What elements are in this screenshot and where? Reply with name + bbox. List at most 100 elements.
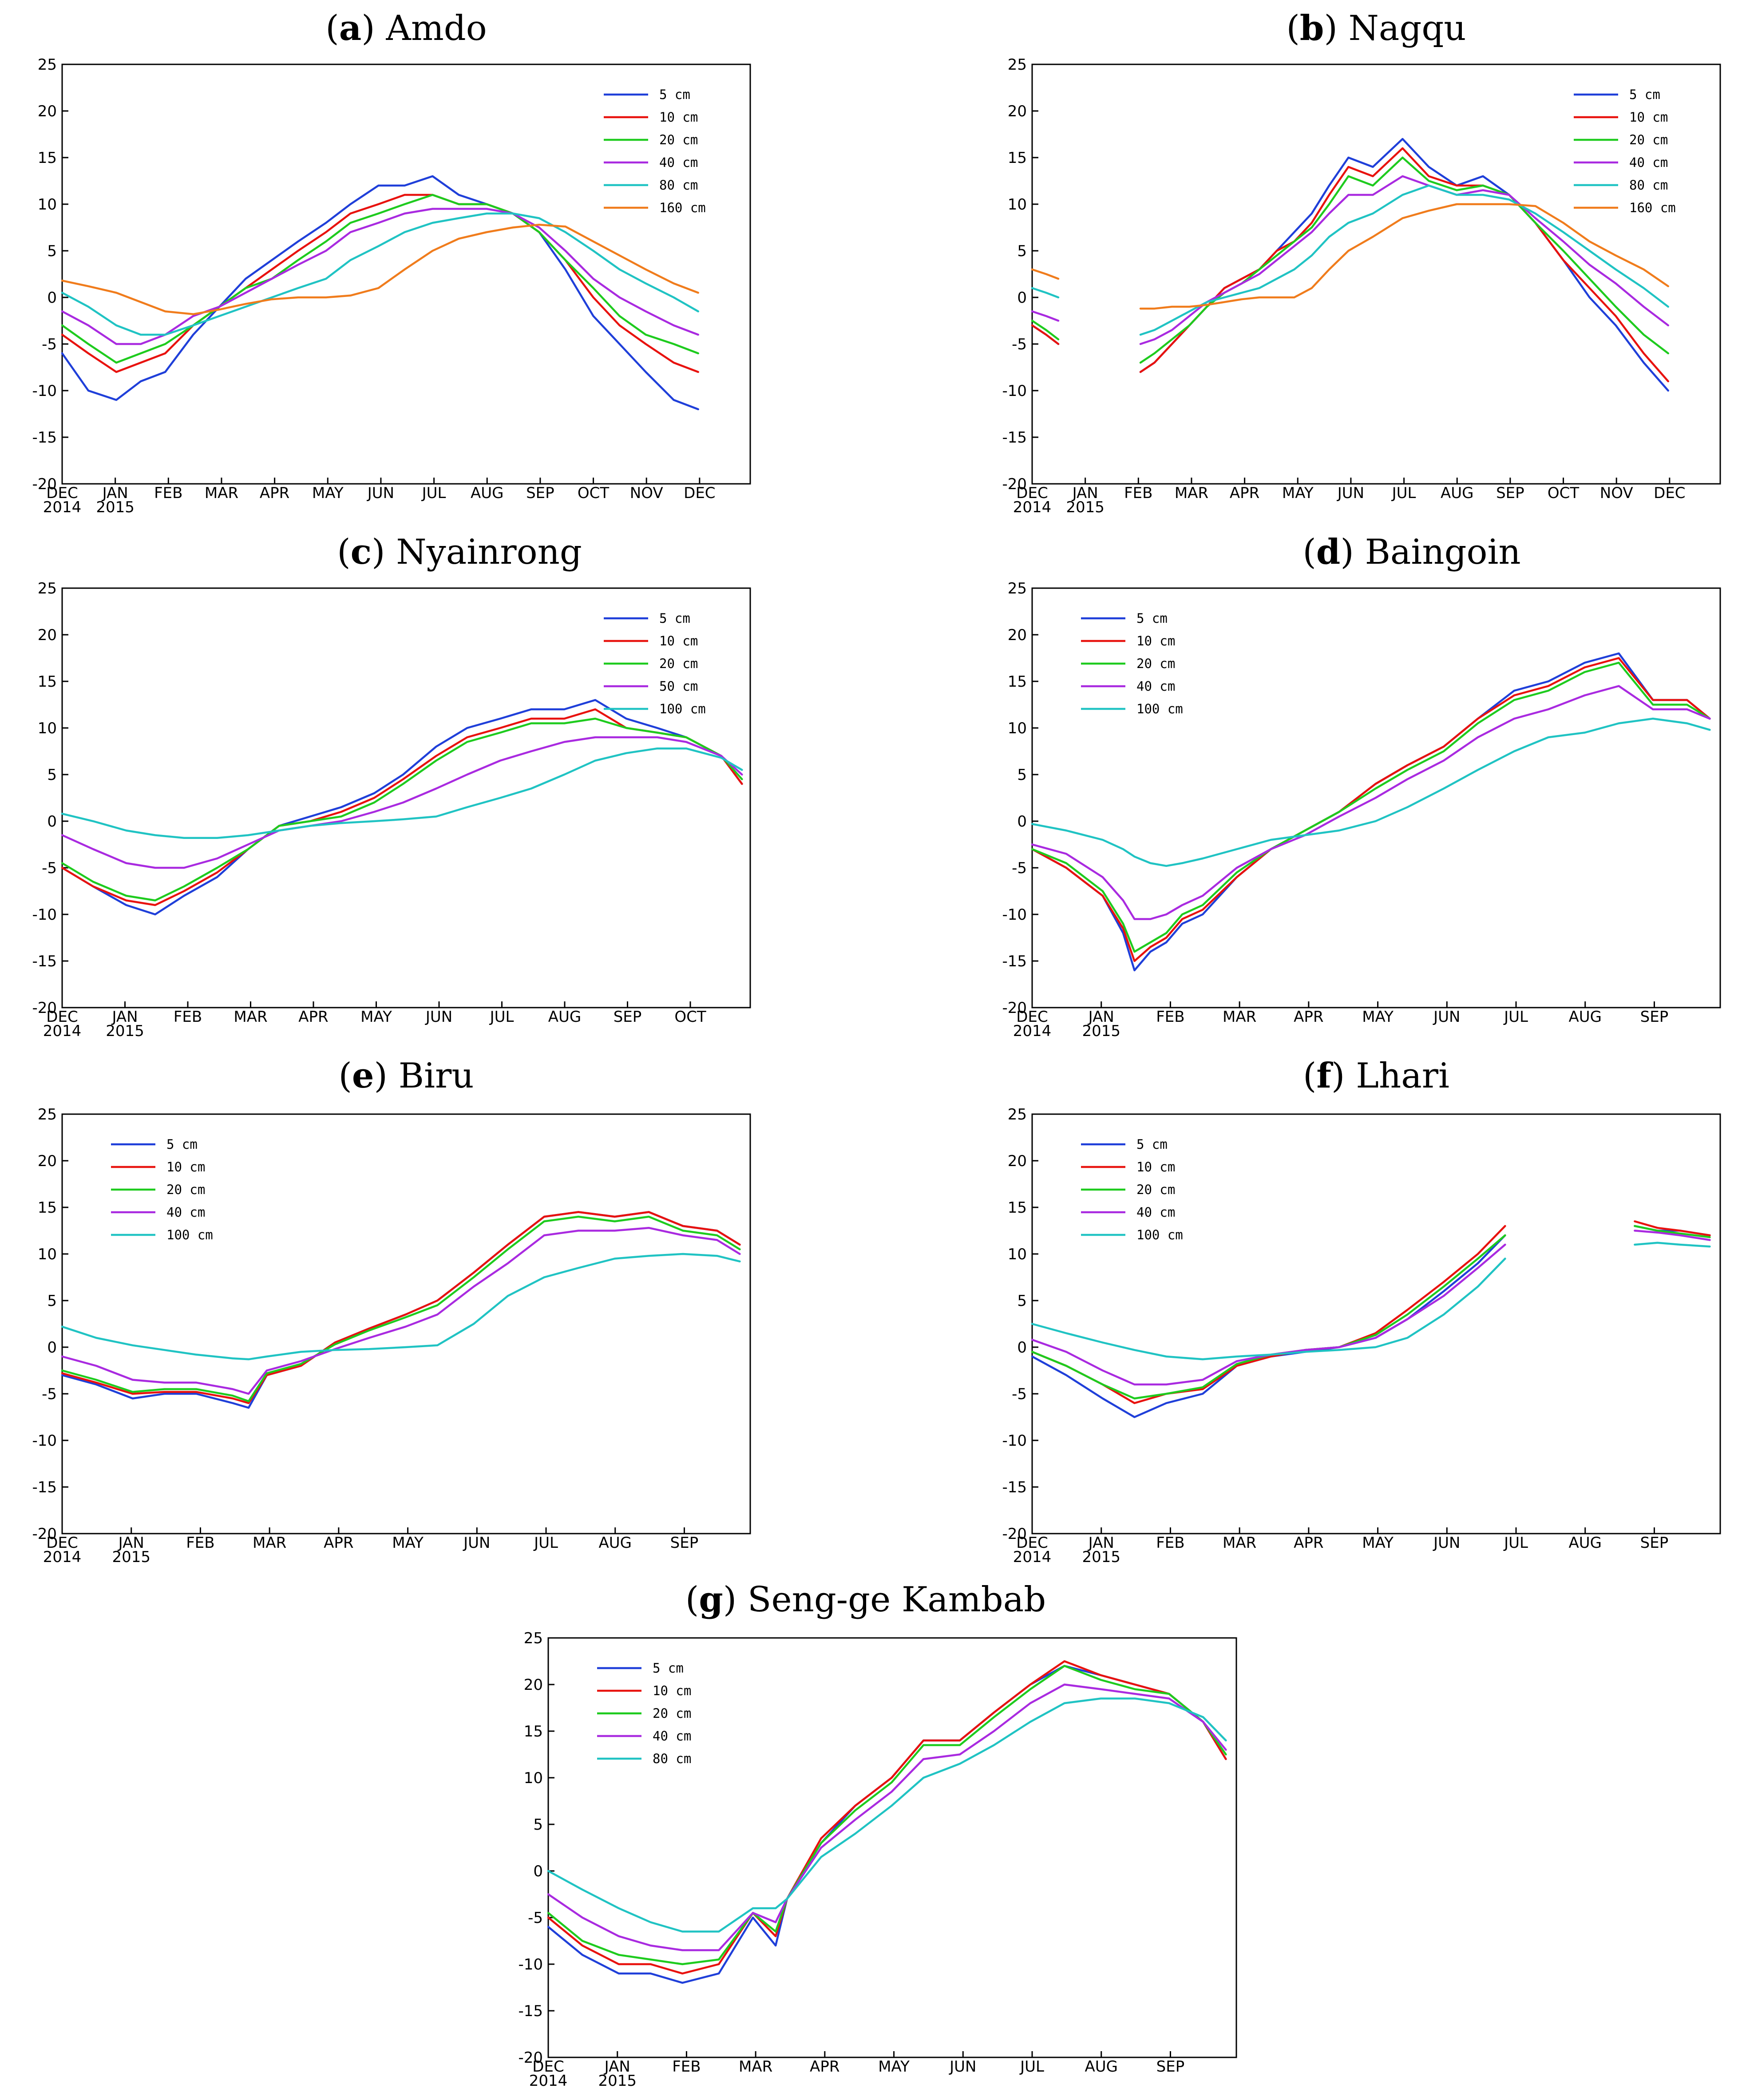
- y-tick-label: 25: [38, 56, 57, 74]
- plot-frame: [1031, 1113, 1721, 1534]
- x-tick-label: MAY: [1362, 1008, 1394, 1026]
- y-tick-label: -20: [1002, 1525, 1027, 1543]
- series-line-10-cm: [1031, 147, 1669, 383]
- x-year-label: 2014: [1013, 498, 1052, 516]
- plot-frame: [61, 587, 751, 1008]
- x-tick-label: AUG: [1568, 1534, 1602, 1552]
- y-tick-label: -15: [518, 2002, 543, 2020]
- plot-frame: [61, 1113, 751, 1534]
- x-tick-label: SEP: [1640, 1534, 1669, 1552]
- x-tick-label: JAN: [1088, 1534, 1114, 1552]
- x-tick-label: FEB: [672, 2058, 701, 2076]
- x-tick-label: SEP: [1496, 484, 1524, 502]
- legend-label: 10 cm: [1136, 1159, 1175, 1175]
- series-line-160-cm: [61, 223, 699, 316]
- x-tick-label: JAN: [1072, 484, 1098, 502]
- x-tick-label: FEB: [154, 484, 182, 502]
- x-tick-label: DEC: [1016, 1534, 1048, 1552]
- y-tick-label: 15: [1008, 149, 1027, 167]
- legend-label: 20 cm: [166, 1182, 205, 1197]
- panel-c: (c) Nyainrong -20 -15 -10 -5 0 5 10 15 20 25 DEC JA…: [32, 532, 751, 1040]
- x-tick-label: FEB: [1124, 484, 1152, 502]
- x-tick-label: JUN: [1433, 1534, 1460, 1552]
- legend-label: 80 cm: [653, 1751, 691, 1766]
- series-line-40-cm: [61, 1226, 741, 1395]
- panel-name: Lhari: [1356, 1056, 1449, 1096]
- panel-title: (a) Amdo: [325, 8, 487, 48]
- series-line-20-cm: [547, 1665, 1227, 1966]
- x-year-label: 2015: [1082, 1022, 1120, 1040]
- series-line-5-cm: [547, 1665, 1227, 1984]
- x-tick-label: MAY: [392, 1534, 424, 1552]
- y-tick-label: -5: [528, 1909, 543, 1927]
- x-tick-label: AUG: [1085, 2058, 1118, 2076]
- panel-title: (b) Nagqu: [1286, 8, 1466, 48]
- y-tick-label: 15: [38, 673, 57, 691]
- series-line-80-cm: [547, 1697, 1227, 1933]
- y-tick-label: -20: [1002, 475, 1027, 493]
- legend-label: 10 cm: [659, 633, 698, 649]
- y-tick-label: 10: [1008, 196, 1027, 214]
- series-line-100-cm: [61, 1253, 741, 1360]
- y-tick-label: -20: [32, 999, 57, 1017]
- x-tick-label: NOV: [1600, 484, 1633, 502]
- y-tick-label: 0: [1017, 289, 1027, 307]
- x-tick-label: JUN: [1337, 484, 1364, 502]
- legend-label: 5 cm: [653, 1661, 684, 1676]
- series-line-50-cm: [61, 736, 743, 869]
- panel-name: Nyainrong: [396, 532, 582, 572]
- y-tick-label: 20: [1008, 103, 1027, 120]
- x-tick-label: JUN: [949, 2058, 976, 2076]
- plot-frame: [547, 1637, 1237, 2058]
- y-tick-label: 15: [524, 1723, 543, 1740]
- series-line-10-cm: [61, 708, 743, 906]
- x-tick-label: MAR: [1175, 484, 1208, 502]
- x-tick-label: AUG: [471, 484, 504, 502]
- panel-g: (g) Seng-ge Kambab -20 -15 -10 -5 0 5 10 15 20 25…: [518, 1579, 1237, 2090]
- legend-label: 5 cm: [1136, 611, 1168, 626]
- y-tick-label: 5: [47, 766, 57, 784]
- legend-label: 80 cm: [659, 178, 698, 193]
- panel-f: (f) Lhari -20 -15 -10 -5 0 5 10 15 20 25 DEC JAN FEB…: [1002, 1056, 1721, 1566]
- legend-label: 40 cm: [1136, 679, 1175, 694]
- y-tick-label: 5: [1017, 1292, 1027, 1310]
- x-tick-label: MAR: [1223, 1008, 1256, 1026]
- series-line-40-cm: [1031, 685, 1711, 920]
- y-tick-label: 10: [38, 1246, 57, 1263]
- x-tick-label: JUN: [367, 484, 394, 502]
- legend-label: 10 cm: [653, 1683, 691, 1698]
- x-tick-label: APR: [1294, 1008, 1323, 1026]
- x-tick-label: MAR: [739, 2058, 772, 2076]
- y-tick-label: -20: [518, 2049, 543, 2067]
- legend-label: 20 cm: [659, 656, 698, 671]
- y-tick-label: 0: [47, 813, 57, 831]
- y-tick-label: 10: [1008, 1246, 1027, 1263]
- panel-name: Nagqu: [1349, 8, 1466, 48]
- series-line-10-cm: [1031, 1220, 1711, 1404]
- x-tick-label: APR: [810, 2058, 839, 2076]
- x-tick-label: JUN: [463, 1534, 490, 1552]
- series-line-20-cm: [61, 194, 699, 364]
- legend-label: 10 cm: [166, 1159, 205, 1175]
- x-tick-label: APR: [1230, 484, 1259, 502]
- x-year-label: 2014: [43, 1022, 82, 1040]
- x-tick-label: MAR: [253, 1534, 286, 1552]
- legend-label: 40 cm: [1629, 155, 1668, 170]
- y-tick-label: 5: [47, 1292, 57, 1310]
- series-line-20-cm: [1031, 1225, 1711, 1400]
- x-year-label: 2015: [106, 1022, 144, 1040]
- y-tick-label: 20: [38, 1152, 57, 1170]
- x-tick-label: DEC: [46, 1008, 78, 1026]
- x-tick-label: FEB: [1156, 1008, 1184, 1026]
- x-year-label: 2014: [43, 1548, 82, 1566]
- y-tick-label: 0: [1017, 813, 1027, 831]
- x-tick-label: FEB: [1156, 1534, 1184, 1552]
- panel-title: (e) Biru: [338, 1056, 474, 1096]
- y-tick-label: -15: [32, 429, 57, 447]
- panel-d: (d) Baingoin -20 -15 -10 -5 0 5 10 15 20 25 DEC JAN…: [1002, 532, 1721, 1040]
- x-tick-label: JUL: [1503, 1534, 1528, 1552]
- y-tick-label: -10: [32, 906, 57, 924]
- legend-label: 20 cm: [1629, 132, 1668, 147]
- x-tick-label: JUL: [533, 1534, 558, 1552]
